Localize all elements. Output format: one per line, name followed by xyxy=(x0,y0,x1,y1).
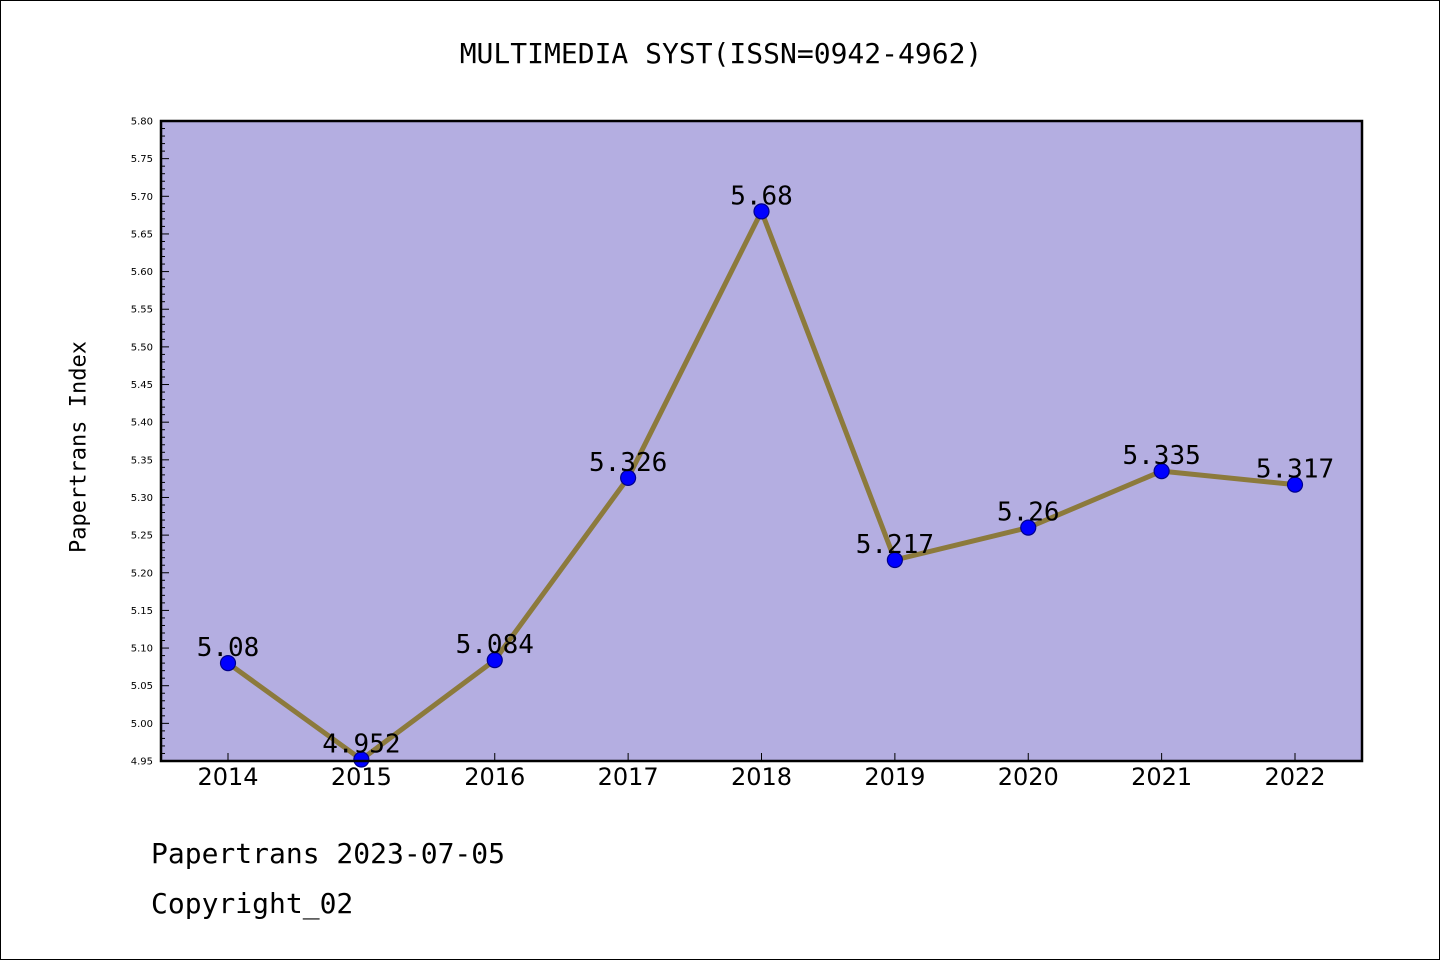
x-tick-label: 2022 xyxy=(1264,763,1325,791)
y-tick-label: 5.50 xyxy=(131,342,153,353)
data-label: 4.952 xyxy=(322,729,400,759)
x-tick-label: 2016 xyxy=(464,763,525,791)
x-tick-label: 2017 xyxy=(598,763,659,791)
data-point xyxy=(620,469,637,486)
data-label: 5.68 xyxy=(730,181,793,211)
y-tick-label: 5.15 xyxy=(131,606,153,617)
data-label: 5.326 xyxy=(589,448,667,478)
footer-date: Papertrans 2023-07-05 xyxy=(151,837,506,870)
y-tick-label: 5.10 xyxy=(131,644,153,655)
data-point xyxy=(1286,476,1304,493)
y-tick-label: 5.70 xyxy=(131,192,153,203)
x-tick-label: 2014 xyxy=(197,763,258,791)
y-tick-label: 5.60 xyxy=(131,267,153,278)
y-tick-label: 5.35 xyxy=(131,455,153,466)
data-label: 5.335 xyxy=(1122,441,1200,471)
x-tick-label: 2019 xyxy=(864,763,925,791)
y-tick-label: 5.00 xyxy=(131,719,153,730)
data-label: 5.08 xyxy=(197,633,260,663)
y-tick-label: 5.55 xyxy=(131,305,153,316)
plot-frame xyxy=(159,119,1364,763)
data-point xyxy=(219,655,237,672)
data-label: 5.317 xyxy=(1256,455,1334,485)
y-tick-label: 5.05 xyxy=(131,681,153,692)
data-point xyxy=(1153,463,1170,480)
x-tick-label: 2015 xyxy=(331,763,392,791)
data-point xyxy=(1020,519,1037,536)
data-point xyxy=(353,751,370,768)
y-tick-label: 5.45 xyxy=(131,380,153,391)
y-tick-label: 5.65 xyxy=(131,229,153,240)
footer-copyright: Copyright_02 xyxy=(151,887,354,920)
y-tick-label: 5.40 xyxy=(131,418,153,429)
y-tick-label: 5.20 xyxy=(131,568,153,579)
y-tick-label: 4.95 xyxy=(131,757,153,768)
y-axis: 4.95 5.00 5.05 5.10 5.15 5.20 5.25 5.30 5.35 5.40… xyxy=(131,117,169,768)
chart-title: MULTIMEDIA SYST(ISSN=0942-4962) xyxy=(459,37,983,70)
y-tick-label: 5.80 xyxy=(131,117,153,128)
data-point xyxy=(753,203,770,220)
x-tick-label: 2020 xyxy=(998,763,1059,791)
data-label: 5.084 xyxy=(456,630,534,660)
data-label: 5.26 xyxy=(997,498,1060,528)
data-label: 5.217 xyxy=(856,530,934,560)
data-point xyxy=(886,551,903,569)
x-tick-label: 2021 xyxy=(1131,763,1192,791)
data-point xyxy=(486,652,503,669)
y-tick-label: 5.25 xyxy=(131,531,153,542)
series-group: 5.08 4.952 5.084 5.326 5.68 5.217 5.26 5.335 5.3… xyxy=(197,181,1334,768)
y-tick-label: 5.30 xyxy=(131,493,153,504)
x-tick-label: 2018 xyxy=(731,763,792,791)
plot-area xyxy=(161,121,1362,761)
x-axis: 2014 2015 2016 2017 2018 2019 2020 2021 2022 xyxy=(197,753,1326,791)
y-tick-label: 5.75 xyxy=(131,154,153,165)
